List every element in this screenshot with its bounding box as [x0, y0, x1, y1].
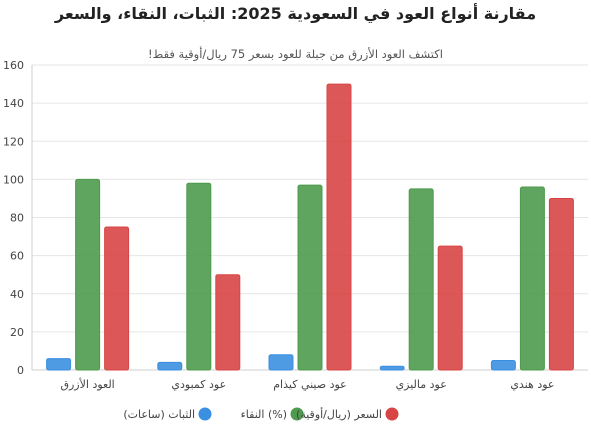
x-tick-label: عود ماليزي	[396, 378, 447, 391]
legend-swatch	[290, 407, 304, 421]
bar	[548, 197, 574, 371]
bar	[104, 226, 130, 371]
y-tick-label: 100	[3, 173, 24, 186]
x-tick-label: عود هندي	[510, 378, 554, 391]
x-tick-label: العود الأزرق	[60, 377, 114, 391]
bar	[490, 359, 516, 371]
chart-title: مقارنة أنواع العود في السعودية 2025: الث…	[54, 4, 537, 23]
y-tick-label: 80	[10, 212, 24, 225]
x-tick-label: عود صيني كيذام	[273, 378, 346, 391]
bar	[408, 188, 434, 371]
bar	[186, 182, 212, 371]
bar	[379, 365, 405, 371]
bar	[75, 178, 101, 371]
y-tick-label: 0	[17, 364, 24, 377]
bar	[46, 358, 72, 371]
y-tick-label: 40	[10, 288, 24, 301]
y-tick-label: 120	[3, 135, 24, 148]
bar	[297, 184, 323, 371]
legend-label: الثبات (ساعات)	[123, 408, 195, 421]
y-tick-label: 60	[10, 250, 24, 263]
legend-swatch	[385, 407, 399, 421]
y-tick-label: 140	[3, 97, 24, 110]
legend-swatch	[198, 407, 212, 421]
bar	[326, 83, 352, 371]
bar	[437, 245, 463, 371]
bar	[215, 274, 241, 371]
bar	[268, 354, 294, 371]
legend-label: السعر (ريال/أوقية)	[296, 407, 382, 421]
legend-label: النقاء (%)	[241, 408, 287, 421]
y-tick-label: 20	[10, 326, 24, 339]
bar	[157, 361, 183, 371]
x-tick-label: عود كمبودي	[171, 378, 226, 391]
chart-subtitle: !اكتشف العود الأزرق من جبلة للعود بسعر 7…	[148, 47, 443, 61]
bar	[519, 186, 545, 371]
y-tick-label: 160	[3, 59, 24, 72]
